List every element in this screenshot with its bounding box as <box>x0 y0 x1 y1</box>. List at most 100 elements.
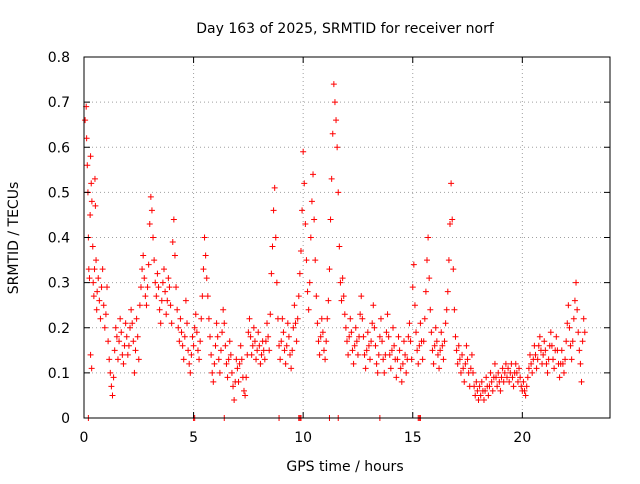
data-point <box>84 162 91 169</box>
data-point <box>325 297 332 304</box>
data-point <box>536 333 543 340</box>
data-point <box>491 360 498 367</box>
data-point <box>316 351 323 358</box>
data-point <box>342 324 349 331</box>
data-point <box>371 324 378 331</box>
data-point <box>411 302 418 309</box>
data-point <box>351 342 358 349</box>
data-point <box>359 315 366 322</box>
data-point <box>109 392 116 399</box>
data-point <box>148 207 155 214</box>
data-point <box>294 315 301 322</box>
data-point <box>205 315 212 322</box>
data-point <box>197 338 204 345</box>
y-tick-label: 0.6 <box>48 140 70 156</box>
data-point <box>310 171 317 178</box>
data-point <box>551 365 558 372</box>
data-point <box>165 275 172 282</box>
data-point <box>406 320 413 327</box>
data-point <box>204 293 211 300</box>
data-point <box>480 396 487 403</box>
data-point <box>253 356 260 363</box>
data-point <box>116 338 123 345</box>
data-point <box>580 315 587 322</box>
data-point <box>485 392 492 399</box>
data-point <box>379 338 386 345</box>
data-point <box>235 378 242 385</box>
data-point <box>329 130 336 137</box>
data-point <box>493 374 500 381</box>
data-point <box>271 184 278 191</box>
data-point <box>87 351 94 358</box>
data-point <box>117 315 124 322</box>
data-point <box>579 338 586 345</box>
data-point <box>441 338 448 345</box>
data-point <box>395 333 402 340</box>
data-point <box>548 342 555 349</box>
data-point <box>370 302 377 309</box>
data-point <box>436 365 443 372</box>
data-point <box>150 234 157 241</box>
data-point <box>268 270 275 277</box>
data-point <box>135 356 142 363</box>
data-point <box>249 342 256 349</box>
data-point <box>494 383 501 390</box>
data-point <box>393 374 400 381</box>
data-point <box>293 338 300 345</box>
data-point <box>455 342 462 349</box>
data-point <box>420 338 427 345</box>
data-point <box>284 320 291 327</box>
data-point <box>222 342 229 349</box>
data-point <box>143 302 150 309</box>
data-point <box>243 374 250 381</box>
data-point <box>434 351 441 358</box>
data-point <box>297 248 304 255</box>
data-point <box>542 347 549 354</box>
data-point <box>421 315 428 322</box>
data-point <box>415 360 422 367</box>
data-point <box>175 324 182 331</box>
data-point <box>187 369 194 376</box>
data-point <box>486 383 493 390</box>
data-point <box>475 396 482 403</box>
data-point <box>442 320 449 327</box>
data-point <box>196 356 203 363</box>
data-point <box>85 266 92 273</box>
data-point <box>214 333 221 340</box>
data-point <box>570 315 577 322</box>
data-point <box>307 234 314 241</box>
data-point <box>265 333 272 340</box>
data-point <box>452 333 459 340</box>
data-point <box>345 351 352 358</box>
data-point <box>430 360 437 367</box>
data-point <box>425 234 432 241</box>
data-point <box>224 374 231 381</box>
data-point <box>360 333 367 340</box>
data-point <box>444 288 451 295</box>
data-point <box>91 175 98 182</box>
data-point <box>487 369 494 376</box>
data-point <box>155 284 162 291</box>
data-point <box>482 387 489 394</box>
data-point <box>463 342 470 349</box>
data-point <box>408 356 415 363</box>
data-point <box>517 374 524 381</box>
data-point <box>502 360 509 367</box>
data-point <box>468 351 475 358</box>
data-point <box>220 306 227 313</box>
data-point <box>476 383 483 390</box>
data-point <box>559 360 566 367</box>
data-point <box>573 279 580 286</box>
data-point <box>457 369 464 376</box>
data-point <box>426 275 433 282</box>
axis-ticks: 0 0.1 0.2 0.3 0.4 0.5 0.6 0.7 0.8 0 5 10 15 20 <box>48 50 610 446</box>
data-point <box>334 144 341 151</box>
data-point <box>82 117 89 124</box>
data-point <box>209 369 216 376</box>
data-point <box>320 347 327 354</box>
data-point <box>540 351 547 358</box>
data-point <box>162 288 169 295</box>
data-point <box>111 347 118 354</box>
data-point <box>158 297 165 304</box>
data-point <box>414 347 421 354</box>
